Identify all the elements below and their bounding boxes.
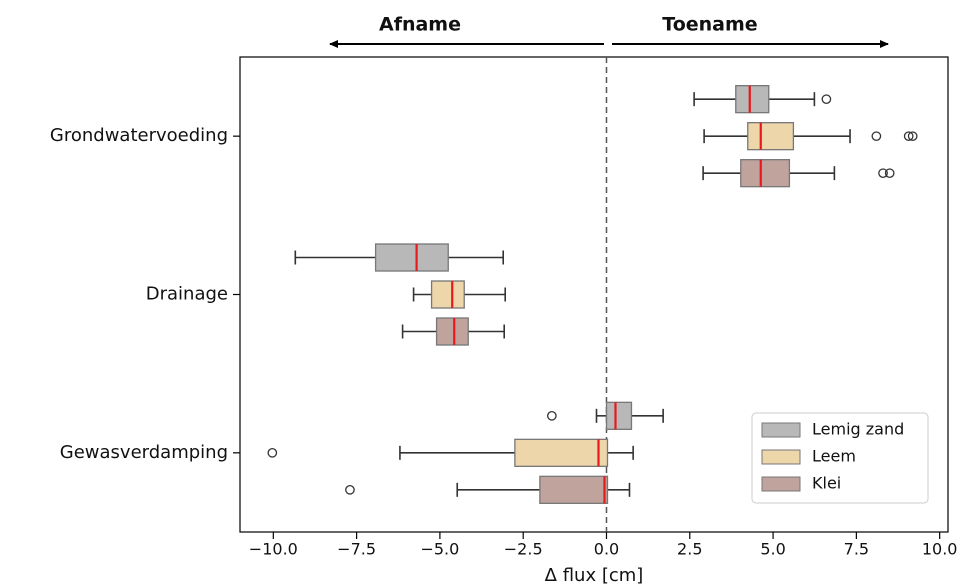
x-tick-label: 5.0 <box>760 540 785 559</box>
box <box>374 243 449 272</box>
legend-swatch <box>761 422 801 438</box>
flier <box>907 131 918 142</box>
box <box>747 122 795 151</box>
x-tick-label: 2.5 <box>677 540 702 559</box>
box <box>430 280 465 309</box>
box <box>740 159 791 188</box>
box <box>514 438 609 467</box>
flier <box>884 168 895 179</box>
flier <box>821 94 832 105</box>
legend-label: Klei <box>812 474 841 493</box>
annotation: Toename <box>662 14 757 36</box>
x-axis-label: Δ flux [cm] <box>545 565 644 585</box>
x-tick-label: 7.5 <box>844 540 869 559</box>
legend-label: Lemig zand <box>812 420 904 439</box>
box <box>605 401 633 430</box>
y-tick-label: Gewasverdamping <box>60 442 228 463</box>
x-tick-label: −10.0 <box>249 540 298 559</box>
x-tick-label: −7.5 <box>337 540 376 559</box>
x-tick-label: 0.0 <box>594 540 619 559</box>
flier <box>345 484 355 495</box>
box <box>539 475 609 504</box>
flier <box>871 131 882 142</box>
x-tick-label: −5.0 <box>420 540 459 559</box>
box <box>735 85 770 114</box>
y-tick-label: Grondwatervoeding <box>50 125 228 146</box>
x-tick-label: 10.0 <box>922 540 958 559</box>
flier <box>878 168 888 179</box>
y-tick-label: Drainage <box>146 284 228 305</box>
box <box>435 317 469 346</box>
x-tick-label: −2.5 <box>504 540 543 559</box>
annotation: Afname <box>379 14 461 36</box>
legend-swatch <box>761 449 801 465</box>
legend-swatch <box>761 476 801 492</box>
flier <box>547 410 557 421</box>
flier <box>267 447 278 458</box>
legend-label: Leem <box>812 447 856 466</box>
flier <box>903 131 914 142</box>
